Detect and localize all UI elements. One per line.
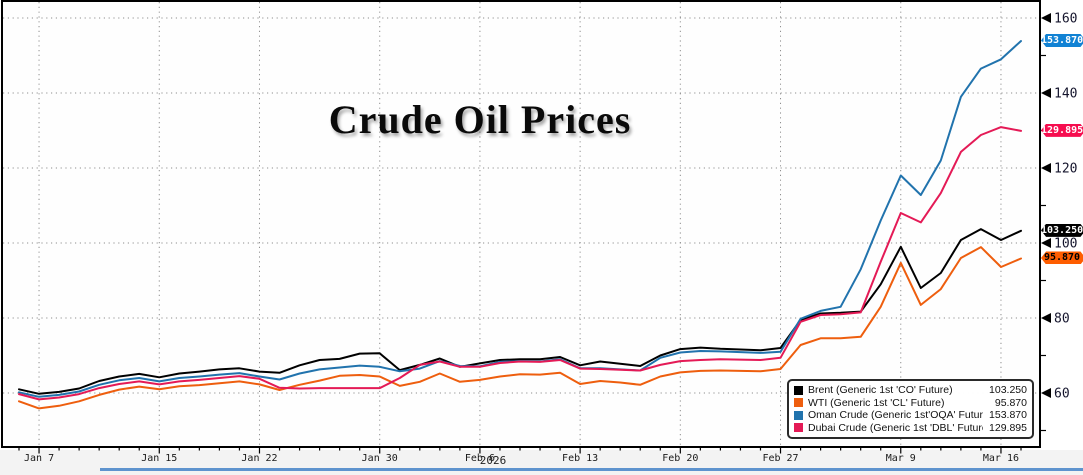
x-axis-label: Feb 27 bbox=[762, 453, 798, 464]
x-axis-label: Mar 16 bbox=[983, 453, 1019, 464]
plot-area bbox=[2, 1, 1040, 447]
legend-value: 129.895 bbox=[989, 421, 1027, 434]
y-major-tick-arrow bbox=[1041, 88, 1051, 98]
legend-value: 95.870 bbox=[994, 396, 1027, 409]
price-badge-wti: 95.870 bbox=[1041, 251, 1083, 265]
legend-label: Brent (Generic 1st 'CO' Future) bbox=[808, 384, 953, 397]
y-axis-label: 120 bbox=[1054, 162, 1077, 177]
legend-item-brent: Brent (Generic 1st 'CO' Future) 103.250 bbox=[794, 384, 1027, 397]
legend-label: WTI (Generic 1st 'CL' Future) bbox=[808, 396, 945, 409]
bottom-axis-band bbox=[0, 450, 1083, 475]
legend-swatch-wti bbox=[794, 398, 803, 408]
y-axis-label: 100 bbox=[1054, 237, 1077, 252]
x-axis-label: Jan 7 bbox=[24, 453, 54, 464]
legend: Brent (Generic 1st 'CO' Future) 103.250 … bbox=[787, 379, 1034, 439]
legend-swatch-dubai bbox=[794, 423, 803, 433]
x-axis-label: Jan 30 bbox=[362, 453, 398, 464]
series-line-wti bbox=[18, 246, 1022, 410]
x-axis-year-label: 2026 bbox=[479, 454, 507, 467]
series-line-dubai bbox=[18, 126, 1022, 401]
x-axis-label: Feb 13 bbox=[562, 453, 598, 464]
y-axis-label: 80 bbox=[1054, 312, 1070, 327]
y-axis-label: 160 bbox=[1054, 12, 1077, 27]
legend-item-wti: WTI (Generic 1st 'CL' Future) 95.870 bbox=[794, 397, 1027, 410]
y-major-tick-arrow bbox=[1041, 238, 1051, 248]
plot-frame bbox=[1, 0, 1041, 448]
legend-label: Oman Crude (Generic 1st'OQA' Future) bbox=[808, 409, 984, 422]
legend-value: 153.870 bbox=[989, 409, 1027, 422]
y-major-tick-arrow bbox=[1041, 313, 1051, 323]
price-badge-brent: 103.250 bbox=[1041, 223, 1083, 237]
legend-item-dubai: Dubai Crude (Generic 1st 'DBL' Future) 1… bbox=[794, 422, 1027, 435]
x-axis-label: Jan 22 bbox=[241, 453, 277, 464]
series-line-brent bbox=[18, 228, 1022, 395]
price-badge-oman: 153.870 bbox=[1041, 33, 1083, 47]
x-axis-label: Mar 9 bbox=[886, 453, 916, 464]
x-axis-label: Jan 15 bbox=[141, 453, 177, 464]
x-axis-label: Feb 6 bbox=[465, 453, 495, 464]
legend-item-oman: Oman Crude (Generic 1st'OQA' Future) 153… bbox=[794, 409, 1027, 422]
y-major-tick-arrow bbox=[1041, 163, 1051, 173]
y-major-tick-arrow bbox=[1041, 388, 1051, 398]
chart-title: Crude Oil Prices bbox=[328, 97, 632, 142]
legend-swatch-oman bbox=[794, 410, 803, 420]
y-axis-label: 60 bbox=[1054, 387, 1070, 402]
legend-label: Dubai Crude (Generic 1st 'DBL' Future) bbox=[808, 421, 984, 434]
y-major-tick-arrow bbox=[1041, 13, 1051, 23]
price-badge-dubai: 129.895 bbox=[1041, 123, 1083, 137]
y-axis-label: 140 bbox=[1054, 87, 1077, 102]
x-axis-label: Feb 20 bbox=[662, 453, 698, 464]
legend-value: 103.250 bbox=[989, 384, 1027, 397]
legend-swatch-brent bbox=[794, 385, 803, 395]
bottom-rule bbox=[100, 468, 1083, 471]
